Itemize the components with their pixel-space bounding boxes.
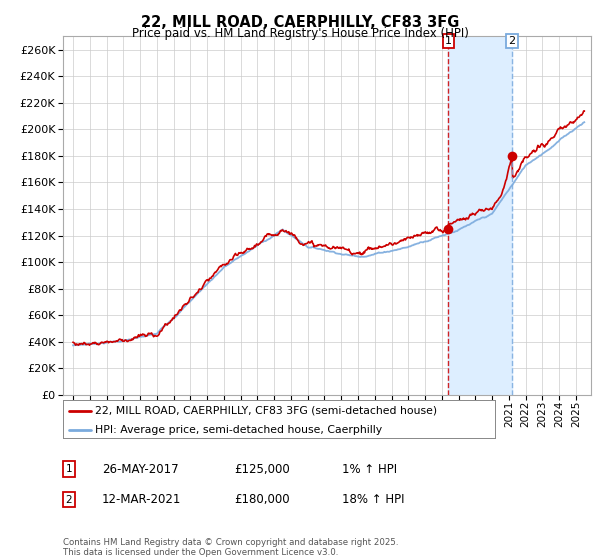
Text: £125,000: £125,000 [234, 463, 290, 476]
Text: 1% ↑ HPI: 1% ↑ HPI [342, 463, 397, 476]
Text: 18% ↑ HPI: 18% ↑ HPI [342, 493, 404, 506]
Text: 12-MAR-2021: 12-MAR-2021 [102, 493, 181, 506]
Text: Price paid vs. HM Land Registry's House Price Index (HPI): Price paid vs. HM Land Registry's House … [131, 27, 469, 40]
Text: 1: 1 [445, 36, 452, 46]
Text: 2: 2 [508, 36, 515, 46]
Text: 22, MILL ROAD, CAERPHILLY, CF83 3FG (semi-detached house): 22, MILL ROAD, CAERPHILLY, CF83 3FG (sem… [95, 405, 437, 416]
Text: 2: 2 [65, 494, 73, 505]
Text: Contains HM Land Registry data © Crown copyright and database right 2025.
This d: Contains HM Land Registry data © Crown c… [63, 538, 398, 557]
Text: 26-MAY-2017: 26-MAY-2017 [102, 463, 179, 476]
Text: HPI: Average price, semi-detached house, Caerphilly: HPI: Average price, semi-detached house,… [95, 424, 383, 435]
Bar [448, 36, 512, 395]
Text: 1: 1 [65, 464, 73, 474]
Text: 22, MILL ROAD, CAERPHILLY, CF83 3FG: 22, MILL ROAD, CAERPHILLY, CF83 3FG [141, 15, 459, 30]
Text: £180,000: £180,000 [234, 493, 290, 506]
